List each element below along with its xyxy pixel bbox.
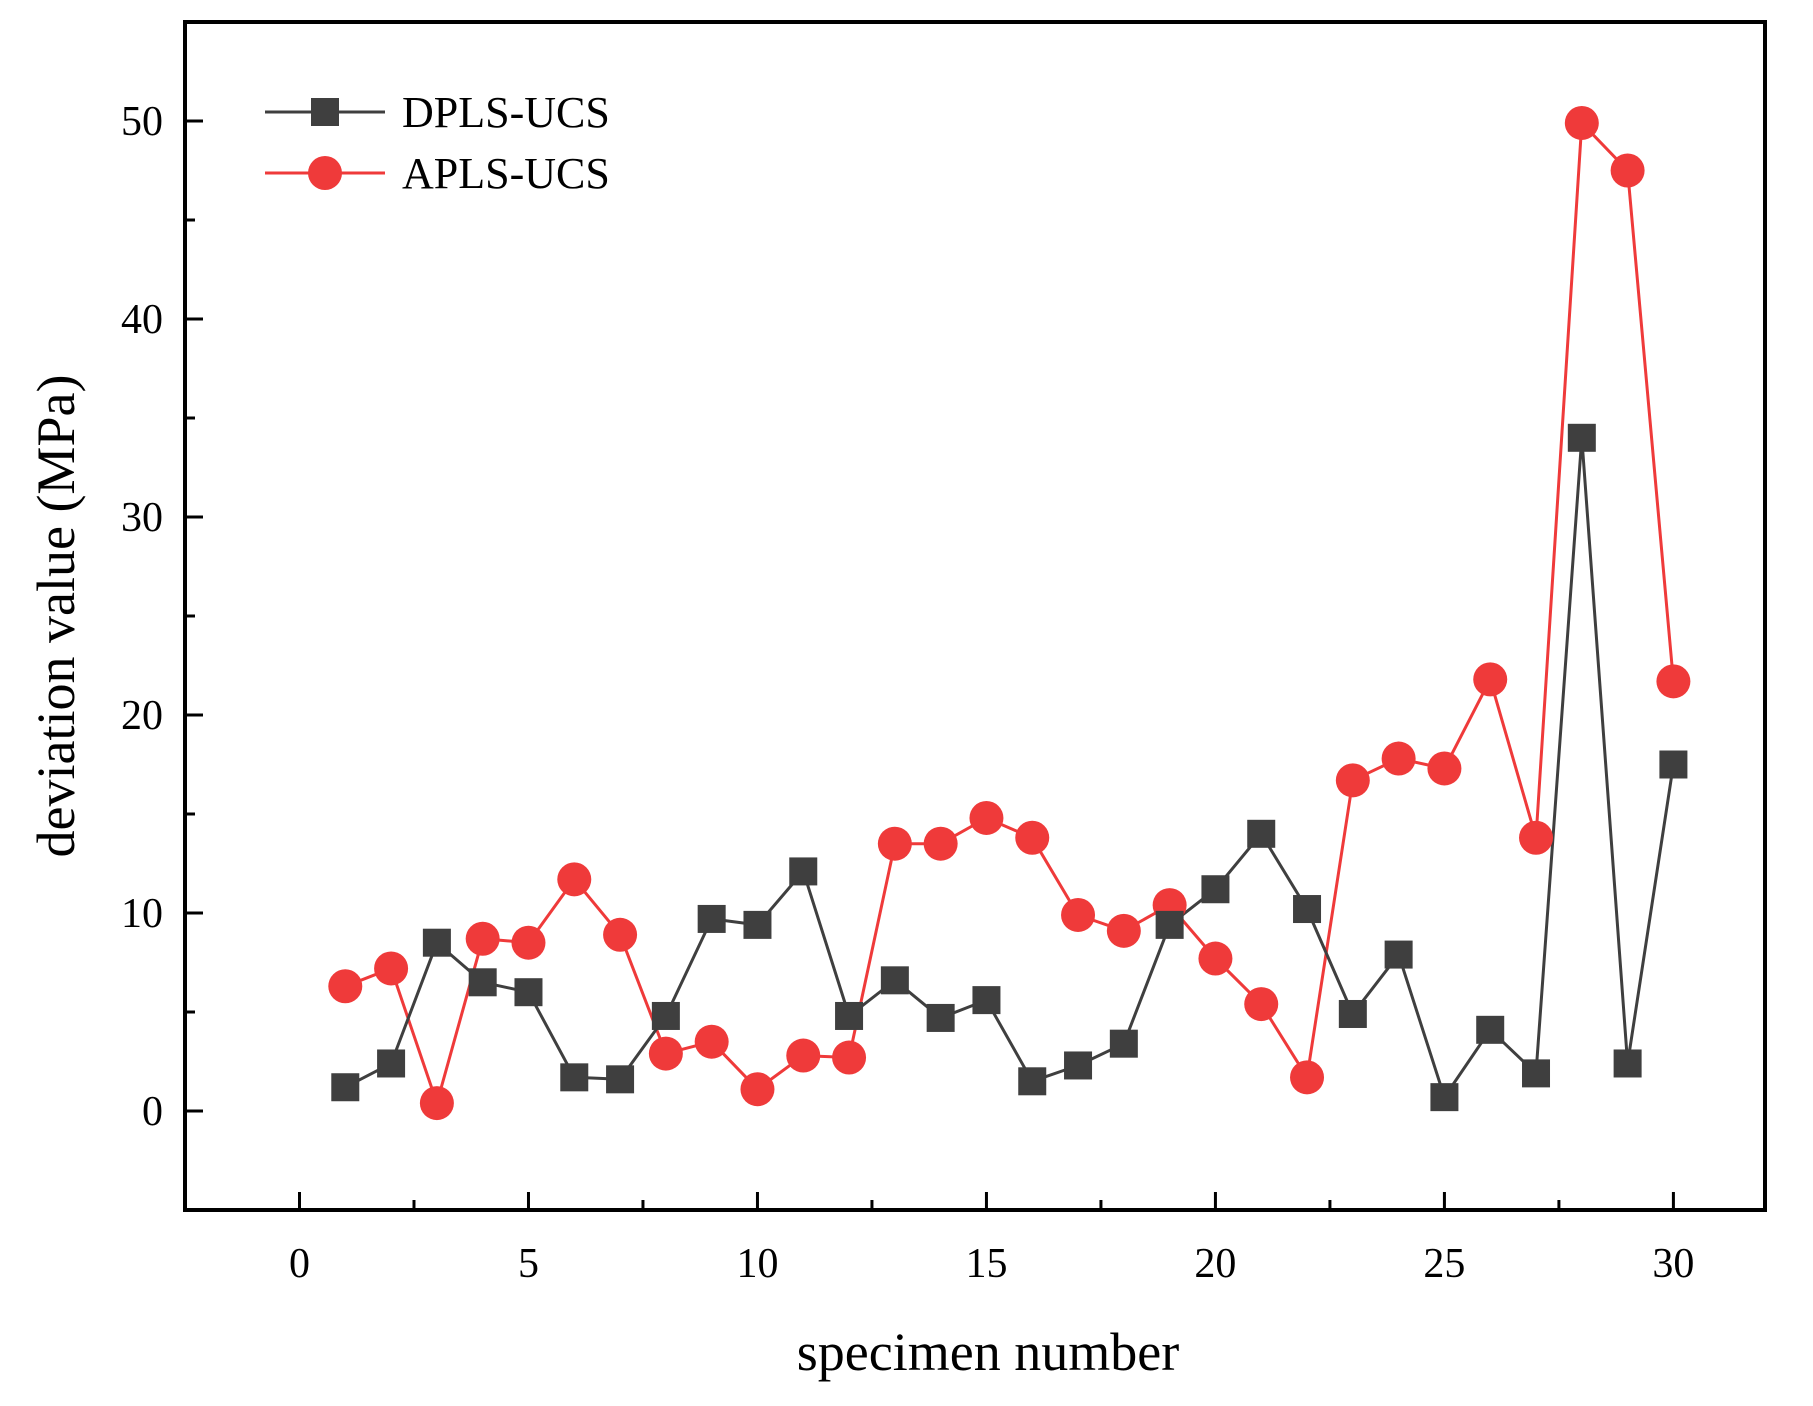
data-point-apls-ucs bbox=[1564, 105, 1599, 140]
data-point-apls-ucs bbox=[786, 1038, 821, 1073]
y-tick-label: 10 bbox=[121, 891, 163, 937]
data-point-apls-ucs bbox=[1473, 662, 1508, 697]
data-point-dpls-ucs bbox=[468, 968, 497, 997]
data-point-dpls-ucs bbox=[1064, 1051, 1093, 1080]
data-point-dpls-ucs bbox=[1155, 910, 1184, 939]
data-point-dpls-ucs bbox=[651, 1001, 680, 1030]
data-point-apls-ucs bbox=[1335, 763, 1370, 798]
data-point-dpls-ucs bbox=[1384, 940, 1413, 969]
data-point-dpls-ucs bbox=[514, 978, 543, 1007]
y-tick-label: 50 bbox=[121, 99, 163, 145]
data-point-apls-ucs bbox=[1381, 741, 1416, 776]
data-point-apls-ucs bbox=[877, 826, 912, 861]
data-point-dpls-ucs bbox=[1247, 819, 1276, 848]
plot-area bbox=[183, 20, 1767, 1212]
data-point-apls-ucs bbox=[1290, 1060, 1325, 1095]
data-point-dpls-ucs bbox=[1613, 1049, 1642, 1078]
x-tick-label: 0 bbox=[289, 1241, 310, 1287]
data-point-apls-ucs bbox=[1198, 941, 1233, 976]
data-point-dpls-ucs bbox=[377, 1049, 406, 1078]
legend-label-dpls: DPLS-UCS bbox=[402, 88, 610, 137]
x-tick-label: 5 bbox=[518, 1241, 539, 1287]
data-point-apls-ucs bbox=[740, 1072, 775, 1107]
y-tick-label: 0 bbox=[142, 1089, 163, 1135]
data-point-apls-ucs bbox=[832, 1040, 867, 1075]
data-point-dpls-ucs bbox=[422, 928, 451, 957]
data-point-dpls-ucs bbox=[972, 986, 1001, 1015]
data-point-dpls-ucs bbox=[926, 1003, 955, 1032]
data-point-apls-ucs bbox=[1244, 987, 1279, 1022]
data-point-dpls-ucs bbox=[606, 1065, 635, 1094]
data-point-dpls-ucs bbox=[835, 1001, 864, 1030]
x-tick-label: 30 bbox=[1652, 1241, 1694, 1287]
y-tick-label: 30 bbox=[121, 495, 163, 541]
x-axis-title: specimen number bbox=[797, 1322, 1179, 1382]
data-point-apls-ucs bbox=[511, 925, 546, 960]
data-point-dpls-ucs bbox=[697, 904, 726, 933]
y-axis-title: deviation value (MPa) bbox=[26, 375, 86, 858]
series-line-dpls-ucs bbox=[344, 436, 1675, 1099]
x-tick-label: 15 bbox=[965, 1241, 1007, 1287]
data-point-apls-ucs bbox=[648, 1036, 683, 1071]
data-point-apls-ucs bbox=[969, 800, 1004, 835]
x-tick-label: 20 bbox=[1194, 1241, 1236, 1287]
series-line-apls-ucs bbox=[344, 121, 1675, 1105]
legend-marker-dpls bbox=[311, 98, 339, 126]
data-point-dpls-ucs bbox=[1659, 750, 1688, 779]
data-point-dpls-ucs bbox=[560, 1063, 589, 1092]
data-point-apls-ucs bbox=[1015, 820, 1050, 855]
y-tick-label: 40 bbox=[121, 297, 163, 343]
x-tick-label: 25 bbox=[1423, 1241, 1465, 1287]
plot-frame bbox=[183, 20, 1767, 1212]
data-point-dpls-ucs bbox=[1567, 423, 1596, 452]
data-point-dpls-ucs bbox=[743, 910, 772, 939]
data-series bbox=[328, 105, 1691, 1121]
data-point-dpls-ucs bbox=[1293, 895, 1322, 924]
data-point-apls-ucs bbox=[603, 917, 638, 952]
legend-label-apls: APLS-UCS bbox=[402, 149, 610, 198]
data-point-apls-ucs bbox=[1610, 153, 1645, 188]
legend-marker-apls bbox=[308, 156, 342, 190]
y-tick-label: 20 bbox=[121, 693, 163, 739]
data-point-apls-ucs bbox=[328, 969, 363, 1004]
legend: DPLS-UCS APLS-UCS bbox=[265, 88, 610, 198]
data-point-dpls-ucs bbox=[331, 1073, 360, 1102]
data-point-apls-ucs bbox=[1519, 820, 1554, 855]
data-point-dpls-ucs bbox=[1201, 875, 1230, 904]
data-point-apls-ucs bbox=[1106, 913, 1141, 948]
data-point-apls-ucs bbox=[419, 1086, 454, 1121]
data-point-dpls-ucs bbox=[1522, 1059, 1551, 1088]
data-point-apls-ucs bbox=[1427, 751, 1462, 786]
data-point-dpls-ucs bbox=[1476, 1015, 1505, 1044]
data-point-apls-ucs bbox=[923, 826, 958, 861]
data-point-dpls-ucs bbox=[1018, 1067, 1047, 1096]
x-tick-label: 10 bbox=[736, 1241, 778, 1287]
data-point-apls-ucs bbox=[694, 1024, 729, 1059]
data-point-dpls-ucs bbox=[1430, 1083, 1459, 1112]
data-point-dpls-ucs bbox=[880, 966, 909, 995]
axis-ticks: 0 5 10 15 20 25 30 0 10 20 30 40 50 bbox=[121, 99, 1694, 1287]
data-point-apls-ucs bbox=[1656, 664, 1691, 699]
data-point-apls-ucs bbox=[1061, 897, 1096, 932]
data-point-dpls-ucs bbox=[1338, 999, 1367, 1028]
data-point-dpls-ucs bbox=[1109, 1029, 1138, 1058]
data-point-apls-ucs bbox=[465, 921, 500, 956]
data-point-apls-ucs bbox=[557, 862, 592, 897]
data-point-dpls-ucs bbox=[789, 857, 818, 886]
data-point-apls-ucs bbox=[374, 951, 409, 986]
